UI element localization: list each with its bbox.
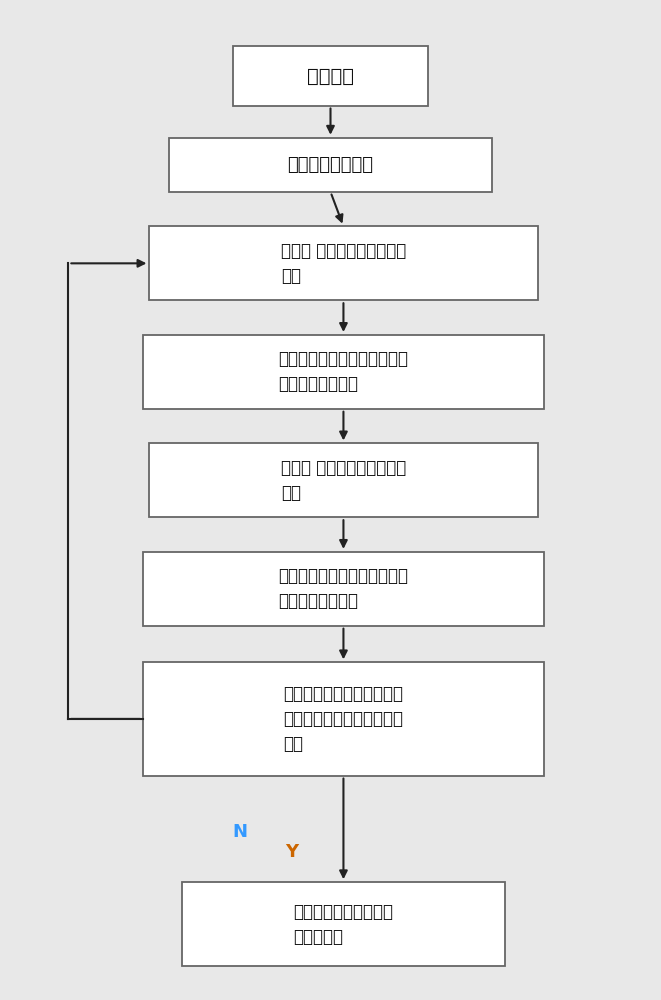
FancyBboxPatch shape	[149, 226, 537, 300]
Text: 主芯片 开关控制脚输出关断
信号: 主芯片 开关控制脚输出关断 信号	[281, 242, 406, 285]
FancyBboxPatch shape	[149, 443, 537, 517]
Text: Y: Y	[285, 843, 298, 861]
Text: 根据系统时钟，采用软件算法
设置关断保持时间: 根据系统时钟，采用软件算法 设置关断保持时间	[278, 350, 408, 393]
Text: 判断功能模块供电电压、电
流是否稳定，无电压、电流
超标: 判断功能模块供电电压、电 流是否稳定，无电压、电流 超标	[284, 685, 403, 753]
FancyBboxPatch shape	[169, 138, 492, 192]
Text: 主芯片复位初始化: 主芯片复位初始化	[288, 156, 373, 174]
Text: 功能模块供电正常，整
机启动完成: 功能模块供电正常，整 机启动完成	[293, 903, 393, 946]
Text: 根据系统时钟，采用软件算法
设置导通保持时间: 根据系统时钟，采用软件算法 设置导通保持时间	[278, 567, 408, 610]
Text: N: N	[233, 823, 247, 841]
Text: 主芯片 开关控制脚输出导通
信号: 主芯片 开关控制脚输出导通 信号	[281, 459, 406, 502]
FancyBboxPatch shape	[143, 335, 544, 409]
FancyBboxPatch shape	[182, 882, 505, 966]
FancyBboxPatch shape	[143, 552, 544, 626]
Text: 整机上电: 整机上电	[307, 66, 354, 85]
FancyBboxPatch shape	[143, 662, 544, 776]
FancyBboxPatch shape	[233, 46, 428, 106]
